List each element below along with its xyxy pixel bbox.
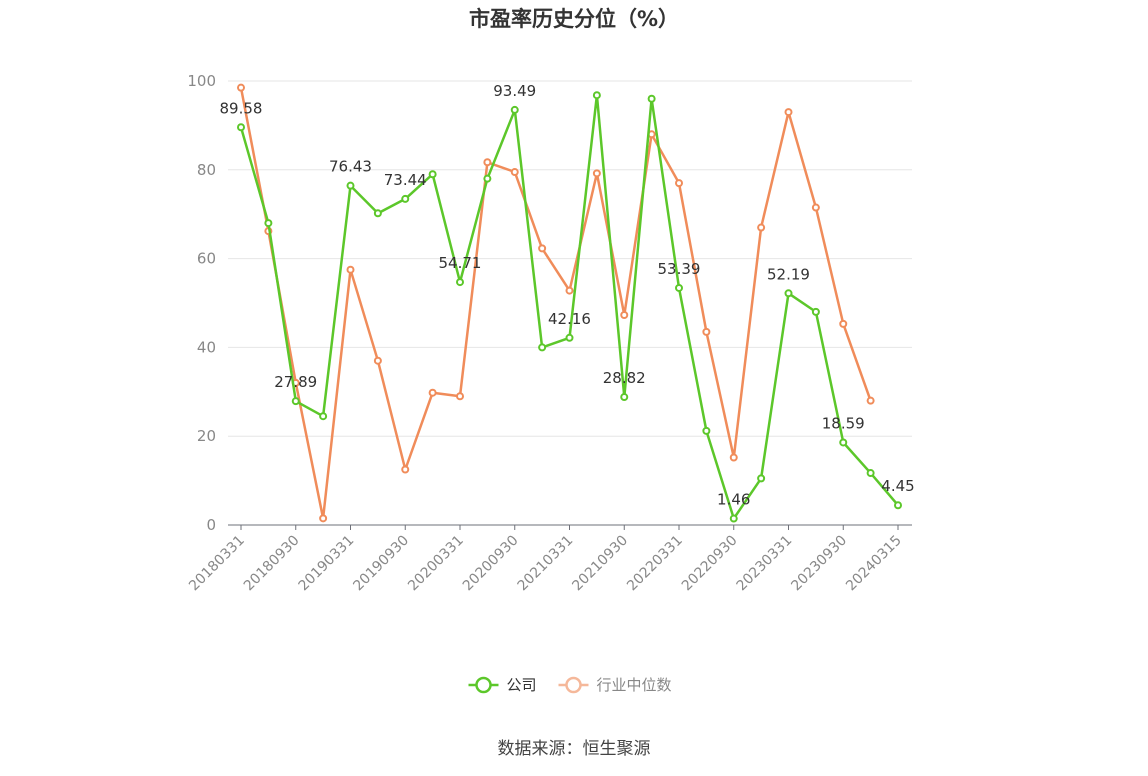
data-point[interactable] [510, 168, 519, 177]
data-label: 18.59 [822, 414, 865, 432]
legend-marker [565, 676, 582, 694]
data-point[interactable] [784, 108, 793, 117]
data-point[interactable] [456, 392, 464, 401]
x-axis: 2018033120180930201903312019093020200331… [186, 524, 912, 595]
data-point[interactable] [647, 94, 656, 103]
series-0 [237, 91, 902, 523]
data-point[interactable] [811, 307, 820, 316]
data-point[interactable] [620, 393, 629, 402]
data-point[interactable] [839, 438, 848, 447]
data-point[interactable] [373, 209, 382, 218]
data-point[interactable] [757, 474, 766, 483]
data-point[interactable] [237, 123, 245, 132]
data-point[interactable] [483, 158, 492, 167]
x-tick-label: 20230331 [734, 533, 796, 595]
series-layer [237, 83, 902, 523]
data-point[interactable] [401, 465, 410, 474]
data-point[interactable] [346, 181, 355, 190]
data-point[interactable] [811, 203, 820, 212]
data-label: 73.44 [384, 171, 427, 189]
x-tick-label: 20180331 [186, 533, 248, 595]
data-point[interactable] [237, 83, 245, 92]
data-point[interactable] [291, 397, 300, 406]
data-point[interactable] [592, 91, 601, 100]
data-point[interactable] [401, 194, 410, 203]
data-point[interactable] [538, 244, 547, 253]
y-axis: 0 20 40 60 80 100 [187, 72, 216, 534]
data-point[interactable] [346, 265, 355, 274]
x-tick-label: 20190930 [350, 533, 412, 595]
x-tick-label: 20210331 [515, 533, 577, 595]
data-label: 54.71 [439, 254, 482, 272]
legend[interactable]: 公司 行业中位数 [468, 676, 672, 694]
data-point[interactable] [729, 453, 738, 462]
data-label: 1.46 [717, 491, 750, 509]
x-tick-label: 20240315 [843, 533, 905, 595]
data-point[interactable] [565, 333, 574, 342]
legend-label: 行业中位数 [597, 676, 672, 694]
x-tick-label: 20180930 [241, 533, 303, 595]
data-point[interactable] [702, 327, 711, 336]
data-point[interactable] [456, 278, 464, 287]
x-tick-label: 20190331 [296, 533, 358, 595]
data-label: 52.19 [767, 265, 810, 283]
y-tick-label: 80 [197, 161, 216, 179]
y-tick-label: 60 [197, 250, 216, 268]
data-label: 42.16 [548, 310, 591, 328]
source-label: 数据来源：恒生聚源 [498, 739, 651, 759]
data-point[interactable] [483, 174, 492, 183]
data-label: 89.58 [220, 99, 263, 117]
legend-label: 公司 [507, 676, 537, 694]
data-point[interactable] [565, 286, 574, 295]
data-point[interactable] [510, 105, 519, 114]
x-tick-label: 20210930 [569, 533, 631, 595]
data-label: 4.45 [881, 477, 914, 495]
data-point[interactable] [373, 356, 382, 365]
chart-title: 市盈率历史分位（%） [469, 7, 679, 31]
data-point[interactable] [428, 170, 437, 179]
legend-marker [475, 676, 492, 694]
x-tick-label: 20200930 [460, 533, 522, 595]
x-tick-label: 20200331 [405, 533, 467, 595]
y-tick-label: 100 [187, 72, 216, 90]
y-tick-label: 20 [197, 427, 216, 445]
data-point[interactable] [264, 219, 273, 228]
x-tick-label: 20220930 [679, 533, 741, 595]
series-1 [237, 83, 875, 523]
data-label: 27.89 [274, 373, 317, 391]
data-point[interactable] [428, 388, 437, 397]
data-point[interactable] [675, 179, 683, 188]
data-point[interactable] [757, 223, 766, 232]
data-point[interactable] [620, 310, 629, 319]
data-point[interactable] [702, 426, 711, 435]
data-point[interactable] [319, 514, 328, 523]
data-point[interactable] [592, 169, 601, 178]
data-labels: 89.58 27.89 76.43 73.44 54.71 93.49 42.16 28.82… [220, 82, 915, 509]
y-tick-label: 40 [197, 338, 216, 356]
x-tick-label: 20220331 [624, 533, 686, 595]
x-tick-label: 20230930 [788, 533, 850, 595]
data-label: 28.82 [603, 369, 646, 387]
data-label: 76.43 [329, 158, 372, 176]
data-point[interactable] [866, 396, 875, 405]
series-line [239, 87, 872, 520]
data-point[interactable] [839, 319, 848, 328]
data-label: 93.49 [493, 82, 536, 100]
grid-lines [228, 80, 912, 437]
y-tick-label: 0 [206, 516, 216, 534]
data-label: 53.39 [658, 260, 701, 278]
data-point[interactable] [729, 514, 738, 523]
data-point[interactable] [538, 343, 547, 352]
data-point[interactable] [866, 469, 875, 478]
data-point[interactable] [784, 289, 793, 298]
data-point[interactable] [675, 283, 683, 292]
data-point[interactable] [894, 501, 902, 510]
data-point[interactable] [319, 412, 328, 421]
legend-item[interactable]: 公司 [468, 676, 537, 694]
legend-item[interactable]: 行业中位数 [558, 676, 672, 694]
